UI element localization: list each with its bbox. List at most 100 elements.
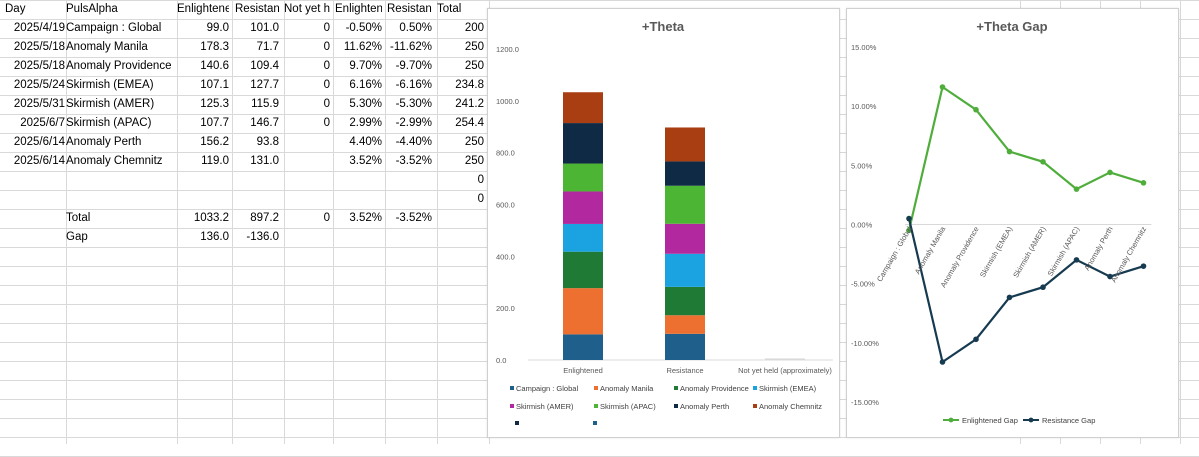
legend-overflow-marker (593, 421, 597, 425)
sheet-cell[interactable]: Skirmish (APAC) (66, 117, 152, 129)
sheet-cell[interactable]: -0.50% (345, 22, 382, 34)
sheet-cell[interactable]: 0 (323, 79, 330, 91)
grid-col-line (1180, 0, 1181, 444)
sheet-cell[interactable]: -11.62% (390, 41, 432, 53)
sheet-cell[interactable]: 0 (323, 22, 330, 34)
sheet-cell[interactable]: 1033.2 (193, 212, 229, 224)
sheet-cell[interactable]: 11.62% (343, 41, 382, 53)
sheet-cell[interactable]: 3.52% (349, 155, 382, 167)
data-point (1107, 169, 1113, 176)
data-point (939, 84, 946, 90)
sheet-cell[interactable]: 2025/6/14 (13, 136, 65, 148)
sheet-cell[interactable]: 250 (464, 41, 484, 53)
sheet-cell[interactable]: 93.8 (256, 136, 279, 148)
sheet-cell[interactable]: 107.1 (200, 79, 229, 91)
data-point (906, 215, 912, 222)
sheet-cell[interactable]: PulsAlpha (66, 3, 118, 15)
sheet-cell[interactable]: Anomaly Providence (66, 60, 172, 72)
data-point (1073, 257, 1080, 263)
sheet-cell[interactable]: 146.7 (250, 117, 279, 129)
sheet-cell[interactable]: -136.0 (246, 231, 279, 243)
sheet-cell[interactable]: 897.2 (250, 212, 279, 224)
sheet-cell[interactable]: Skirmish (EMEA) (66, 79, 154, 91)
data-point (1040, 158, 1046, 165)
sheet-cell[interactable]: 140.6 (200, 60, 229, 72)
legend-swatch (594, 404, 598, 408)
sheet-cell[interactable]: Campaign : Global (66, 22, 162, 34)
sheet-cell[interactable]: 2025/6/7 (20, 117, 65, 129)
sheet-cell[interactable]: 0 (323, 98, 330, 110)
theta-gap-line-chart[interactable]: +Theta Gap -15.00% -10.00% -5.00% 0.00% 5.00%… (846, 8, 1179, 438)
sheet-cell[interactable]: 0 (323, 212, 330, 224)
sheet-cell[interactable]: Skirmish (AMER) (66, 98, 155, 110)
grid-col-line (232, 0, 233, 444)
sheet-cell[interactable]: Enlightene (177, 3, 229, 15)
sheet-cell[interactable]: 107.7 (200, 117, 229, 129)
sheet-cell[interactable]: 0 (323, 117, 330, 129)
sheet-cell[interactable]: 2025/5/18 (13, 60, 65, 72)
sheet-cell[interactable]: 4.40% (349, 136, 382, 148)
sheet-cell[interactable]: 0 (323, 41, 330, 53)
sheet-cell[interactable]: 115.9 (251, 98, 279, 110)
legend-label: Resistance Gap (1042, 416, 1095, 425)
sheet-cell[interactable]: 3.52% (349, 212, 382, 224)
bar-segment (665, 223, 705, 254)
bar-segment (563, 251, 603, 289)
sheet-cell[interactable]: 2025/5/18 (13, 41, 65, 53)
theta-stacked-bar-chart[interactable]: +Theta 0.0 200.0 400.0 600.0 800.0 1000.0 1200.… (487, 8, 840, 438)
sheet-cell[interactable]: 125.3 (200, 98, 229, 110)
sheet-cell[interactable]: 250 (464, 60, 484, 72)
sheet-cell[interactable]: 136.0 (200, 231, 229, 243)
x-tick-label: Skirmish (EMEA) (978, 225, 1015, 279)
sheet-cell[interactable]: Not yet he (284, 3, 330, 15)
sheet-cell[interactable]: 5.30% (349, 98, 382, 110)
bar-segment (563, 163, 603, 192)
sheet-cell[interactable]: 250 (464, 136, 484, 148)
sheet-cell[interactable]: Day (5, 3, 26, 15)
legend-label: Anomaly Manila (600, 384, 654, 393)
sheet-cell[interactable]: Resistanc (235, 3, 279, 15)
sheet-cell[interactable]: 2025/5/31 (13, 98, 65, 110)
sheet-cell[interactable]: 71.7 (256, 41, 279, 53)
sheet-cell[interactable]: 2025/6/14 (13, 155, 65, 167)
sheet-cell[interactable]: 200 (464, 22, 484, 34)
sheet-cell[interactable]: -5.30% (395, 98, 432, 110)
sheet-cell[interactable]: 0.50% (399, 22, 432, 34)
sheet-cell[interactable]: 2025/4/19 (13, 22, 65, 34)
sheet-cell[interactable]: 101.0 (250, 22, 279, 34)
sheet-cell[interactable]: 9.70% (349, 60, 382, 72)
sheet-cell[interactable]: Anomaly Chemnitz (66, 155, 163, 167)
sheet-cell[interactable]: Gap (66, 231, 88, 243)
sheet-cell[interactable]: -3.52% (395, 155, 432, 167)
sheet-cell[interactable]: 127.7 (250, 79, 279, 91)
sheet-cell[interactable]: 2025/5/24 (13, 79, 65, 91)
sheet-cell[interactable]: 131.0 (250, 155, 279, 167)
y-tick-label: 1200.0 (496, 45, 519, 54)
sheet-cell[interactable]: 241.2 (455, 98, 484, 110)
sheet-cell[interactable]: Anomaly Manila (66, 41, 148, 53)
sheet-cell[interactable]: Enlightene (335, 3, 382, 15)
chart-title: +Theta (642, 19, 685, 34)
sheet-cell[interactable]: -4.40% (395, 136, 432, 148)
sheet-cell[interactable]: 0 (323, 60, 330, 72)
sheet-cell[interactable]: 99.0 (206, 22, 229, 34)
sheet-cell[interactable]: 6.16% (349, 79, 382, 91)
sheet-cell[interactable]: 0 (477, 174, 484, 186)
sheet-cell[interactable]: Total (66, 212, 91, 224)
sheet-cell[interactable]: 0 (477, 193, 484, 205)
sheet-cell[interactable]: -9.70% (395, 60, 432, 72)
sheet-cell[interactable]: 119.0 (201, 155, 229, 167)
sheet-cell[interactable]: Total (437, 3, 462, 15)
sheet-cell[interactable]: 178.3 (200, 41, 229, 53)
sheet-cell[interactable]: -2.99% (395, 117, 432, 129)
sheet-cell[interactable]: 109.4 (250, 60, 279, 72)
sheet-cell[interactable]: Resistanc (387, 3, 432, 15)
sheet-cell[interactable]: 2.99% (349, 117, 382, 129)
sheet-cell[interactable]: 250 (464, 155, 484, 167)
sheet-cell[interactable]: 234.8 (455, 79, 484, 91)
sheet-cell[interactable]: -6.16% (395, 79, 432, 91)
sheet-cell[interactable]: 156.2 (200, 136, 229, 148)
sheet-cell[interactable]: 254.4 (455, 117, 484, 129)
sheet-cell[interactable]: -3.52% (395, 212, 432, 224)
sheet-cell[interactable]: Anomaly Perth (66, 136, 142, 148)
